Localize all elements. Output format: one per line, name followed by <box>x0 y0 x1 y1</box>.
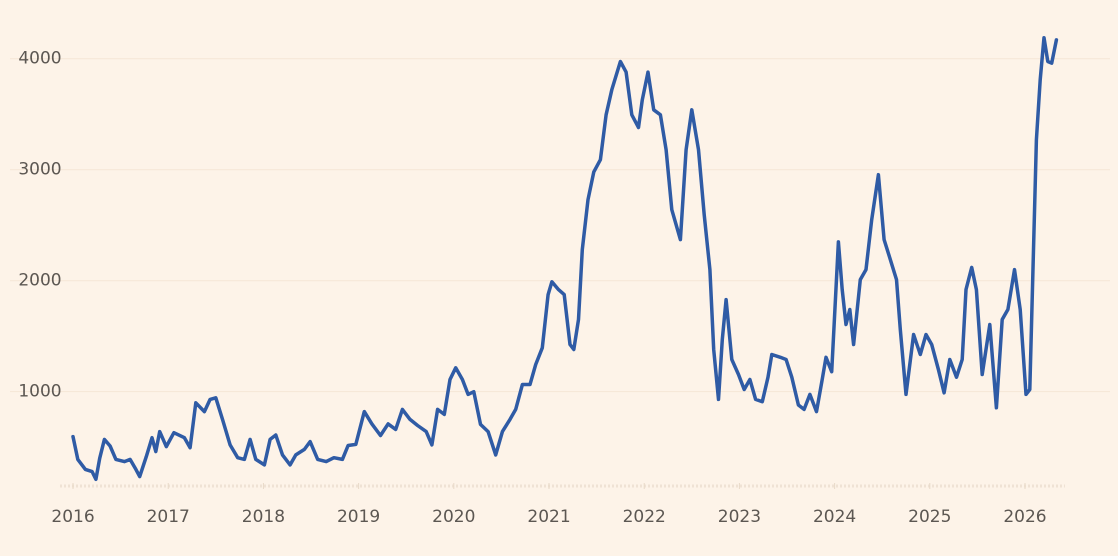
y-tick-label: 3000 <box>18 160 61 180</box>
line-series <box>71 35 1059 482</box>
y-tick-label: 4000 <box>18 49 61 69</box>
x-tick-label: 2025 <box>908 507 951 527</box>
x-tick-label: 2020 <box>432 507 475 527</box>
y-tick-label: 2000 <box>18 271 61 291</box>
x-tick-label: 2018 <box>242 507 285 527</box>
x-tick-label: 2026 <box>1003 507 1046 527</box>
x-tick-label: 2016 <box>51 507 94 527</box>
x-tick-label: 2023 <box>718 507 761 527</box>
y-tick-label: 1000 <box>18 382 61 402</box>
x-tick-label: 2022 <box>623 507 666 527</box>
x-tick-label: 2017 <box>147 507 190 527</box>
x-tick-label: 2019 <box>337 507 380 527</box>
x-tick-label: 2021 <box>527 507 570 527</box>
x-tick-label: 2024 <box>813 507 856 527</box>
